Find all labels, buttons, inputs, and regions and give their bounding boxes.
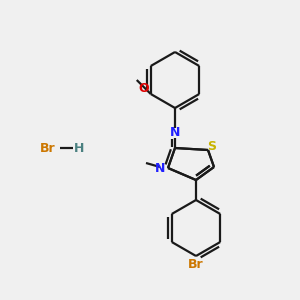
- Text: S: S: [208, 140, 217, 152]
- Text: Br: Br: [188, 257, 204, 271]
- Text: Br: Br: [40, 142, 56, 154]
- Text: N: N: [170, 127, 180, 140]
- Text: N: N: [155, 161, 165, 175]
- Text: H: H: [74, 142, 84, 154]
- Text: O: O: [138, 82, 149, 95]
